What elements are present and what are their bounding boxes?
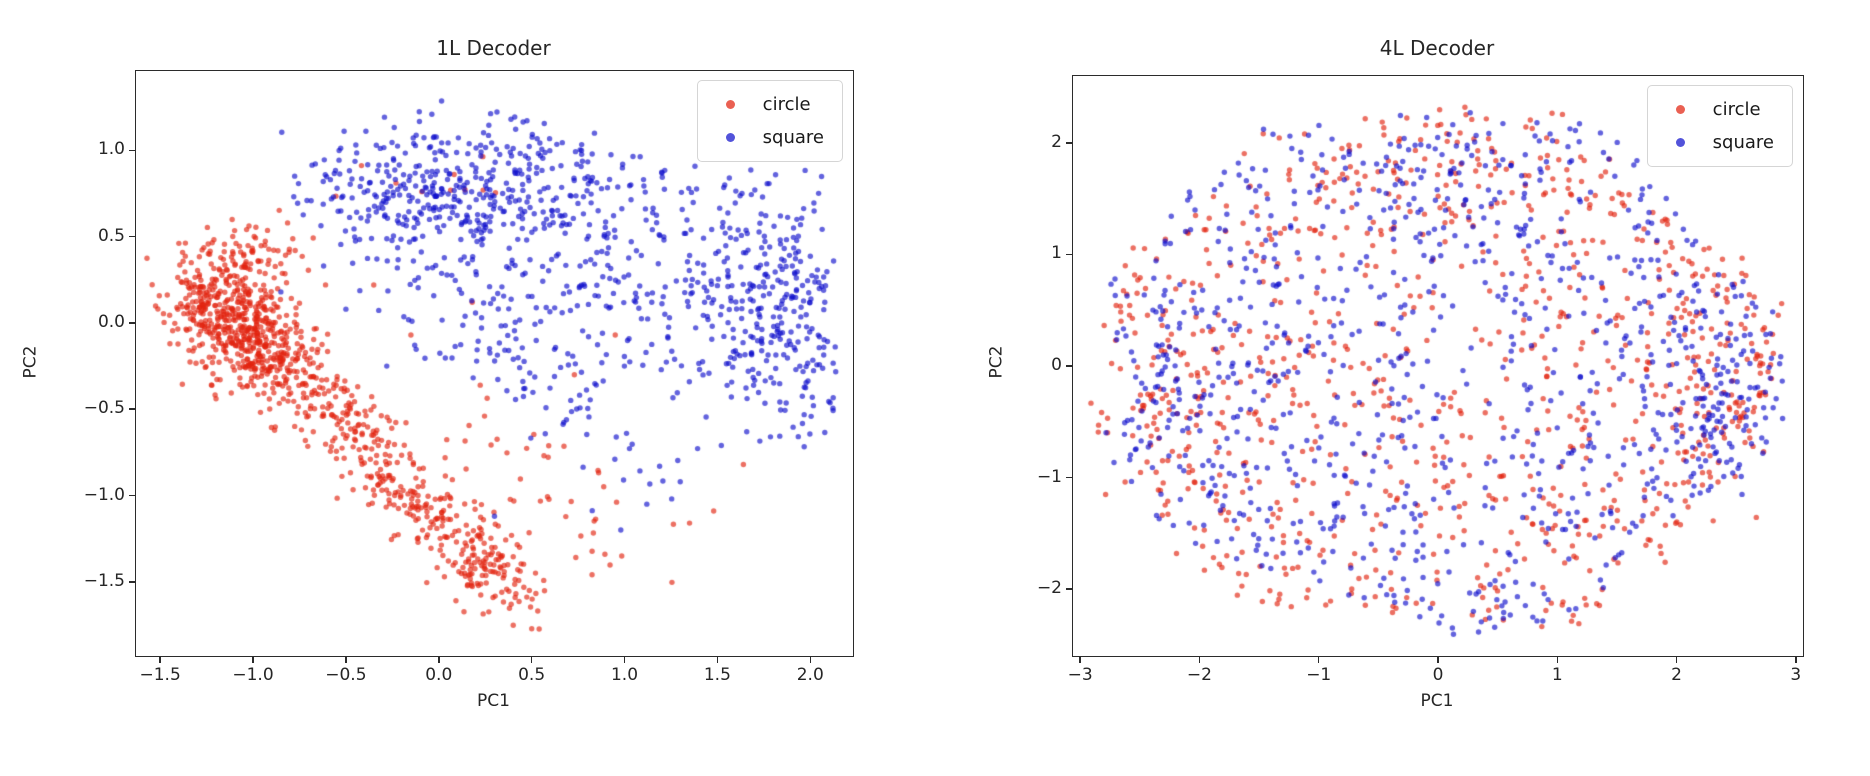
- x-tick-mark: [1795, 656, 1797, 663]
- y-tick-mark: [1066, 365, 1073, 367]
- x-tick-mark: [1675, 656, 1678, 663]
- x-tick-label: −1.0: [232, 665, 274, 685]
- plot-area-4l-decoder: −3 −2 −1 0 1 2 3 2 1 0 −1 −2 circle square: [1037, 75, 1804, 685]
- y-tick-label: −0.5: [83, 398, 125, 419]
- y-tick-label: 1.0: [97, 139, 125, 160]
- x-tick-label: −1.5: [139, 665, 181, 685]
- x-tick-label: −2: [1186, 665, 1212, 685]
- legend-item: circle: [712, 88, 824, 121]
- legend-marker-square-icon: [725, 133, 735, 142]
- y-tick-label: −1: [1036, 466, 1062, 487]
- y-tick-mark: [129, 235, 136, 238]
- y-axis-label-right: PC2: [986, 345, 1007, 379]
- x-tick-label: 3: [1790, 665, 1802, 685]
- y-tick-mark: [129, 149, 136, 152]
- y-tick-label: 1: [1051, 243, 1062, 264]
- chart-title-1l: 1L Decoder: [436, 36, 551, 60]
- x-tick-mark: [252, 656, 254, 663]
- y-tick-mark: [129, 408, 136, 410]
- x-tick-label: 1.5: [703, 665, 731, 685]
- y-axis-label-left: PC2: [20, 345, 41, 379]
- chart-title-4l: 4L Decoder: [1379, 36, 1495, 60]
- x-tick-mark: [716, 656, 719, 663]
- x-tick-label: 1: [1551, 665, 1563, 685]
- y-tick-label: −1.0: [83, 484, 125, 505]
- y-tick-label: 2: [1051, 131, 1062, 152]
- x-tick-mark: [809, 656, 812, 663]
- scatter-points-canvas: [136, 71, 853, 656]
- y-tick-label: 0: [1051, 355, 1062, 375]
- x-tick-label: 2.0: [796, 665, 824, 685]
- plot-area-1l-decoder: −1.5 −1.0 −0.5 0.0 0.5 1.0 1.5 2.0 1.0 0.5 0.0 −0.5…: [84, 70, 854, 685]
- y-tick-mark: [1066, 588, 1073, 590]
- y-tick-mark: [1066, 476, 1073, 479]
- x-tick-mark: [1079, 656, 1081, 663]
- x-tick-label: 0.5: [518, 665, 546, 685]
- x-tick-mark: [530, 656, 533, 663]
- x-tick-mark: [438, 656, 440, 663]
- legend-marker-square-icon: [1675, 138, 1685, 147]
- x-tick-mark: [159, 656, 161, 663]
- x-tick-label: 1.0: [610, 665, 639, 685]
- legend-item: square: [1662, 126, 1774, 159]
- x-axis-label-right: PC1: [1420, 691, 1454, 711]
- x-tick-mark: [623, 656, 626, 663]
- x-tick-mark: [1198, 656, 1201, 663]
- x-tick-label: 2: [1671, 665, 1682, 685]
- y-tick-label: −2: [1036, 578, 1062, 599]
- y-tick-mark: [1066, 253, 1073, 256]
- scatter-points-canvas: [1073, 76, 1803, 656]
- legend-label: square: [762, 127, 824, 148]
- x-tick-label: −3: [1067, 665, 1093, 685]
- legend-marker-circle-icon: [725, 100, 735, 109]
- legend-item: square: [712, 121, 824, 154]
- legend-item: circle: [1662, 93, 1774, 126]
- x-tick-label: 0.0: [425, 665, 453, 685]
- legend: circle square: [696, 80, 843, 162]
- y-tick-label: 0.5: [97, 225, 125, 246]
- y-tick-mark: [129, 322, 136, 324]
- y-tick-mark: [129, 581, 136, 583]
- x-tick-label: −0.5: [325, 665, 367, 685]
- legend-label: circle: [1712, 99, 1761, 120]
- legend-label: square: [1712, 132, 1774, 153]
- legend-marker-circle-icon: [1675, 105, 1685, 114]
- y-tick-label: −1.5: [83, 570, 125, 591]
- x-tick-mark: [1556, 656, 1559, 663]
- x-tick-mark: [1317, 656, 1320, 663]
- y-tick-mark: [1066, 142, 1073, 144]
- x-tick-mark: [1437, 656, 1439, 663]
- x-tick-mark: [345, 656, 347, 663]
- y-tick-mark: [129, 494, 136, 497]
- x-axis-label-left: PC1: [477, 691, 510, 711]
- legend: circle square: [1646, 85, 1793, 167]
- x-tick-label: −1: [1306, 665, 1332, 685]
- x-tick-label: 0: [1432, 665, 1444, 685]
- y-tick-label: 0.0: [97, 311, 125, 332]
- legend-label: circle: [762, 94, 811, 115]
